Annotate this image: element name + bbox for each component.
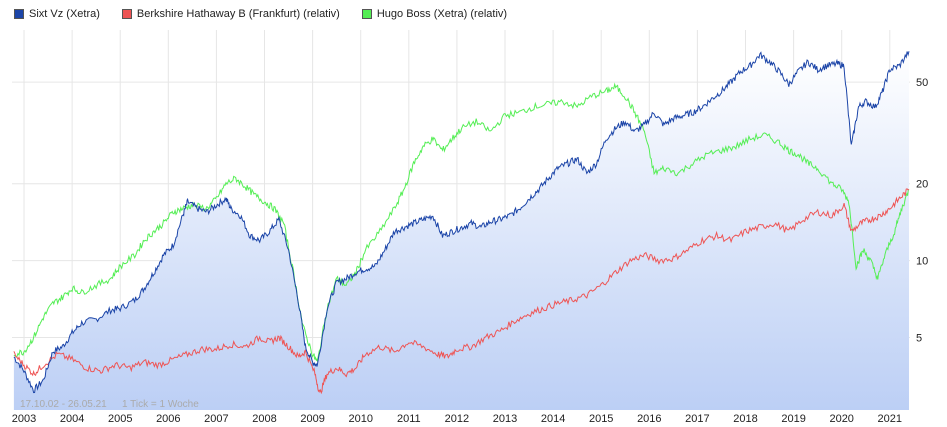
series-line-hugo-boss [13, 82, 910, 363]
legend-label-hugo-boss: Hugo Boss (Xetra) (relativ) [376, 8, 508, 20]
legend-swatch-hugo-boss [361, 9, 372, 19]
legend-item-hugo-boss[interactable]: Hugo Boss (Xetra) (relativ) [361, 8, 508, 20]
x-tick-label: 2014 [541, 413, 565, 425]
x-tick-label: 2009 [300, 413, 324, 425]
legend-swatch-sixt [14, 9, 24, 19]
x-tick-label: 2016 [637, 413, 661, 425]
x-tick-label: 2008 [252, 413, 276, 425]
x-tick-label: 2004 [60, 413, 84, 425]
y-axis-ticks: 5 10 20 50 [916, 77, 928, 344]
x-tick-label: 2012 [445, 413, 469, 425]
y-tick-label: 20 [916, 179, 928, 191]
footnote-tick: 1 Tick = 1 Woche [122, 399, 199, 410]
x-tick-label: 2006 [156, 413, 180, 425]
legend: Sixt Vz (Xetra) Berkshire Hathaway B (Fr… [14, 8, 507, 20]
y-tick-label: 50 [916, 77, 928, 89]
x-tick-label: 2021 [878, 413, 902, 425]
lines-layer [13, 51, 910, 395]
area-layer [13, 51, 909, 411]
x-axis-ticks: 2003 2004 2005 2006 2007 2008 2009 2010 2011 2012… [12, 413, 902, 425]
x-tick-label: 2013 [493, 413, 517, 425]
x-tick-label: 2003 [12, 413, 36, 425]
x-tick-label: 2010 [348, 413, 372, 425]
legend-swatch-berkshire [121, 9, 132, 19]
series-line-berkshire [13, 188, 910, 395]
x-tick-label: 2011 [397, 413, 421, 425]
legend-item-berkshire[interactable]: Berkshire Hathaway B (Frankfurt) (relati… [121, 8, 340, 20]
footnote-range: 17.10.02 - 26.05.21 [20, 399, 107, 410]
x-tick-label: 2005 [108, 413, 132, 425]
x-tick-label: 2017 [685, 413, 709, 425]
series-line-sixt [13, 51, 910, 394]
y-tick-label: 10 [916, 256, 928, 268]
legend-item-sixt[interactable]: Sixt Vz (Xetra) [14, 8, 100, 20]
x-tick-label: 2019 [781, 413, 805, 425]
x-tick-label: 2015 [589, 413, 613, 425]
series-area-sixt [13, 51, 909, 411]
legend-label-sixt: Sixt Vz (Xetra) [29, 8, 100, 20]
x-tick-label: 2020 [829, 413, 853, 425]
x-tick-label: 2007 [204, 413, 228, 425]
y-tick-label: 5 [916, 332, 922, 344]
x-tick-label: 2018 [733, 413, 757, 425]
legend-label-berkshire: Berkshire Hathaway B (Frankfurt) (relati… [136, 8, 340, 20]
